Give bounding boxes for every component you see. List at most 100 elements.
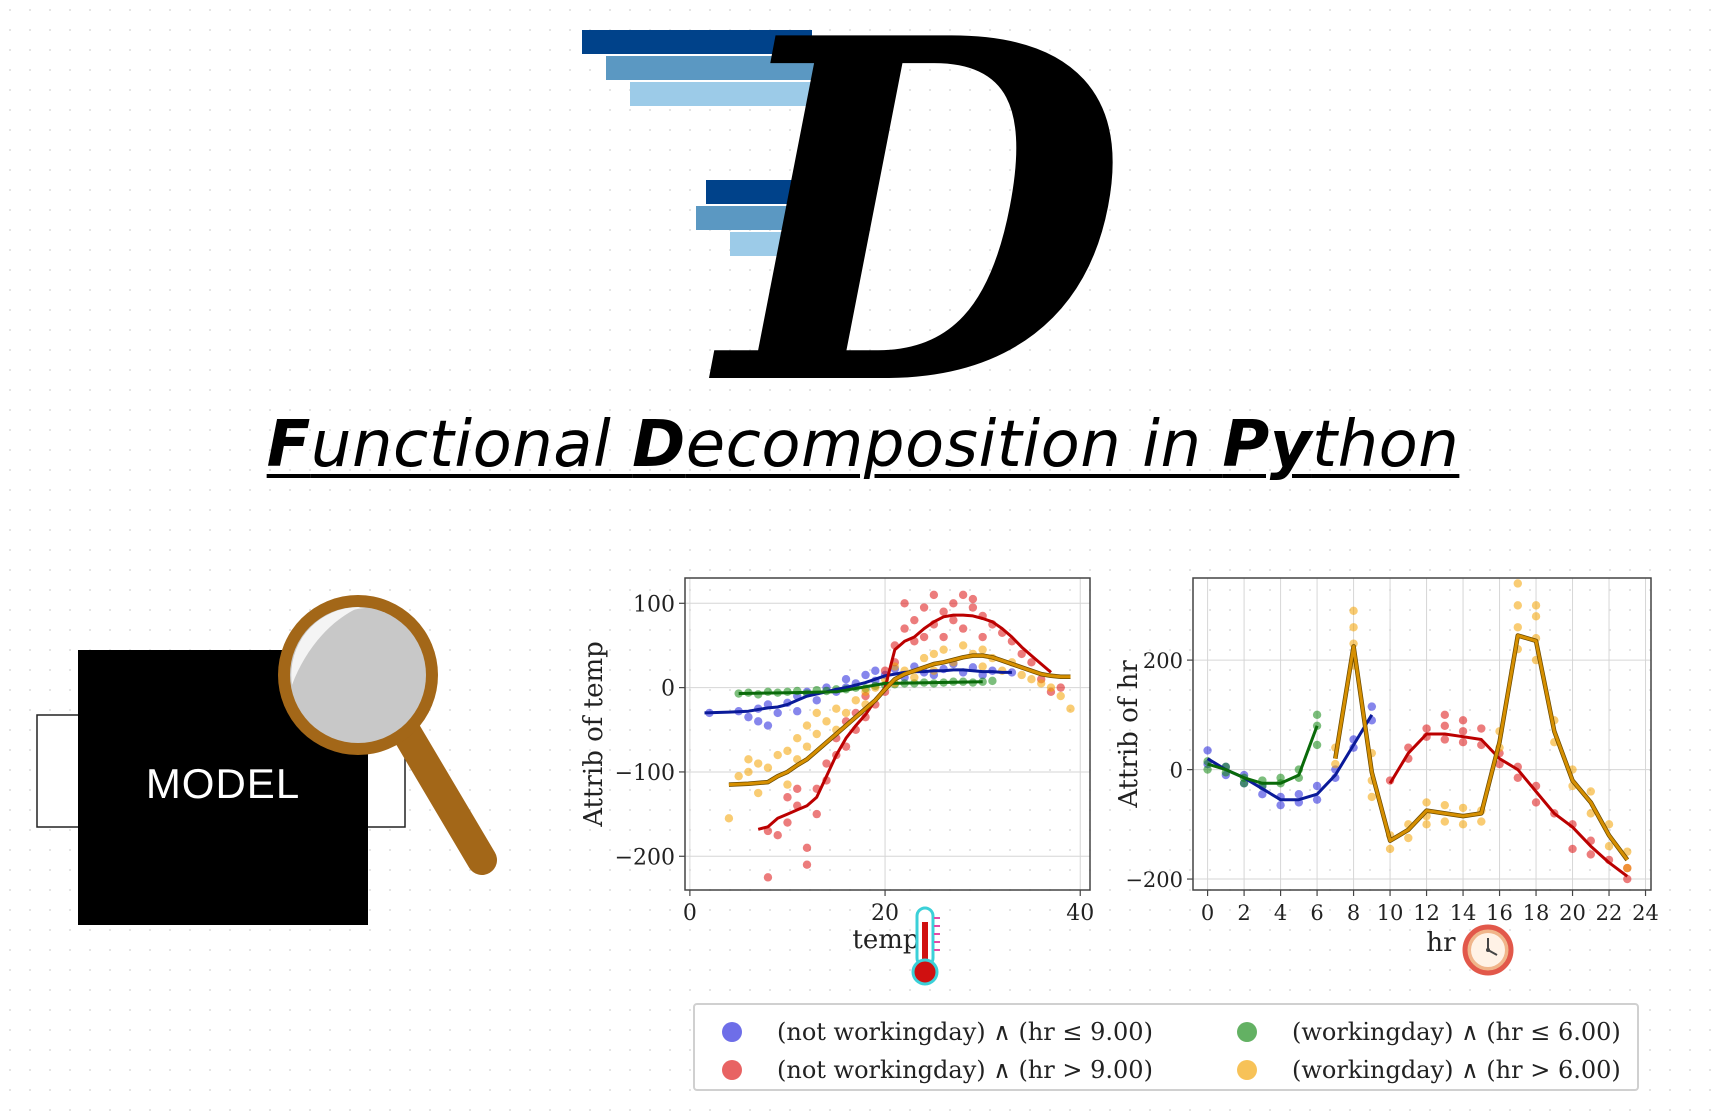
data-point-work_gt6 (1066, 704, 1075, 713)
data-point-not_work_gt9 (880, 666, 890, 675)
data-point-not_work_gt9 (783, 793, 792, 802)
x-tick-label: 14 (1450, 901, 1477, 925)
data-point-not_work_gt9 (1513, 773, 1522, 782)
series-line-not_work_gt9 (1388, 732, 1629, 878)
y-axis-label: Attrib of temp (579, 641, 609, 828)
chart-attrib-temp: 100 0 −100 −200 0 20 40 Attrib of temp temp (579, 577, 1094, 986)
data-point-not_work_le9 (841, 674, 851, 684)
logo-speed-bar (582, 30, 812, 54)
data-point-not_work_gt9 (1422, 724, 1431, 733)
data-point-not_work_gt9 (1027, 658, 1036, 667)
magnifying-glass-icon (278, 595, 497, 875)
data-point-work_gt6 (1458, 803, 1468, 813)
data-point-not_work_gt9 (802, 843, 812, 853)
x-tick-label: 18 (1523, 901, 1550, 925)
plot-frame (1192, 577, 1652, 891)
data-point-work_gt6 (753, 788, 763, 798)
data-point-work_gt6 (1531, 601, 1541, 610)
y-tick-label: −100 (615, 761, 675, 786)
model-illustration: MODEL (36, 595, 497, 925)
logo-speed-bar (706, 180, 818, 204)
data-point-not_work_gt9 (783, 818, 792, 827)
x-tick-label: 8 (1347, 901, 1360, 925)
data-point-not_work_gt9 (773, 830, 782, 840)
data-point-not_work_le9 (1294, 790, 1304, 799)
data-point-work_gt6 (1404, 833, 1413, 843)
data-point-not_work_gt9 (900, 624, 909, 633)
x-tick-label: 20 (871, 901, 899, 926)
data-point-not_work_gt9 (900, 599, 909, 608)
data-point-work_gt6 (978, 645, 987, 654)
data-point-work_gt6 (1367, 792, 1377, 802)
data-point-work_gt6 (1458, 820, 1468, 829)
data-point-not_work_gt9 (1440, 735, 1450, 744)
data-point-not_work_gt9 (958, 590, 968, 600)
data-point-work_gt6 (832, 704, 841, 713)
data-point-not_work_gt9 (793, 784, 802, 794)
data-point-work_gt6 (1385, 844, 1395, 854)
data-point-not_work_gt9 (1440, 710, 1450, 720)
data-point-work_gt6 (1586, 809, 1595, 818)
data-point-work_le6 (1276, 773, 1285, 782)
y-tick-label: 0 (1170, 759, 1183, 783)
data-point-work_gt6 (1056, 691, 1065, 701)
data-point-not_work_gt9 (1586, 850, 1595, 859)
data-point-work_gt6 (1017, 670, 1026, 680)
chart-legend: (not workingday) ∧ (hr ≤ 9.00) (workingd… (693, 1003, 1639, 1091)
logo-speed-bar (696, 206, 814, 230)
y-axis-label: Attrib of hr (1114, 660, 1144, 809)
x-tick-label: 22 (1596, 901, 1623, 925)
x-tick-label: 0 (1201, 901, 1214, 925)
data-point-not_work_le9 (773, 708, 782, 718)
legend-item: (workingday) ∧ (hr > 6.00) (1238, 1055, 1621, 1085)
data-point-work_gt6 (793, 734, 802, 743)
data-point-not_work_gt9 (1440, 721, 1450, 730)
series-line-not_work_le9 (1206, 714, 1374, 802)
data-point-work_gt6 (1440, 817, 1450, 826)
data-point-work_gt6 (783, 780, 792, 789)
data-point-work_gt6 (919, 653, 929, 663)
data-point-not_work_gt9 (763, 873, 773, 882)
data-point-work_gt6 (1586, 787, 1595, 796)
data-point-not_work_le9 (871, 666, 880, 675)
series-line-not_work_le9 (704, 668, 1012, 715)
data-point-work_le6 (1312, 740, 1322, 750)
data-point-not_work_le9 (1312, 781, 1322, 791)
data-point-work_gt6 (1513, 623, 1522, 632)
series-line-work_gt6 (728, 654, 1071, 787)
data-point-work_gt6 (812, 708, 821, 718)
data-point-work_gt6 (1027, 674, 1036, 684)
data-point-work_gt6 (783, 746, 792, 756)
data-point-not_work_gt9 (1495, 759, 1504, 769)
series-line-work_le6 (1207, 725, 1319, 785)
data-point-work_gt6 (1422, 820, 1431, 829)
data-point-work_gt6 (802, 721, 812, 730)
data-point-not_work_le9 (753, 717, 763, 726)
data-point-work_gt6 (1331, 759, 1340, 769)
legend-swatch (723, 1061, 741, 1079)
y-tick-label: −200 (1125, 868, 1183, 892)
data-point-not_work_le9 (812, 696, 821, 705)
data-point-work_le6 (988, 676, 997, 686)
x-tick-label: 16 (1486, 901, 1513, 925)
data-point-not_work_gt9 (1017, 649, 1026, 659)
data-point-work_gt6 (744, 755, 753, 764)
data-point-not_work_gt9 (949, 615, 958, 625)
data-point-not_work_gt9 (822, 759, 831, 768)
y-tick-label: −200 (615, 845, 675, 870)
legend-label: (not workingday) ∧ (hr > 9.00) (777, 1056, 1153, 1084)
data-point-work_gt6 (1349, 606, 1358, 616)
title-word-functional: Functional (266, 408, 633, 482)
data-point-work_gt6 (929, 649, 939, 659)
data-point-not_work_gt9 (812, 809, 821, 819)
data-point-not_work_gt9 (1056, 683, 1065, 692)
x-tick-label: 4 (1274, 901, 1287, 925)
y-tick-label: 100 (633, 592, 675, 617)
data-point-work_gt6 (802, 742, 812, 751)
data-point-work_gt6 (822, 717, 831, 726)
data-point-not_work_gt9 (958, 624, 968, 633)
model-label: MODEL (146, 760, 300, 807)
legend-item: (not workingday) ∧ (hr > 9.00) (723, 1055, 1153, 1085)
data-point-work_gt6 (1037, 679, 1046, 688)
